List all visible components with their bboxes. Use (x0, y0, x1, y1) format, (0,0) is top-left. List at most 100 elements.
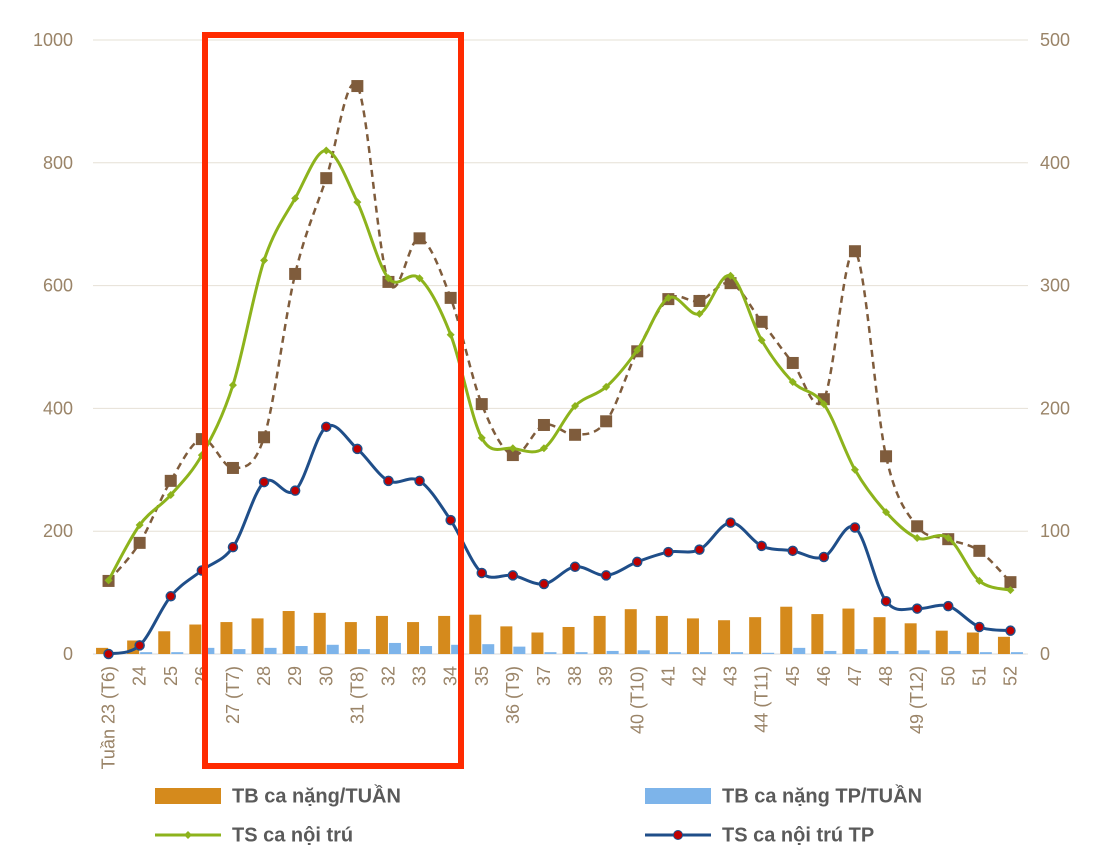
marker (849, 522, 861, 533)
bar (295, 646, 308, 654)
bar (780, 606, 793, 654)
x-tick-label: 35 (472, 666, 492, 686)
y2-tick-label: 200 (1040, 398, 1070, 418)
marker (911, 603, 923, 614)
marker (850, 465, 859, 474)
marker (1006, 586, 1015, 595)
legend-item: TB ca nặng TP/TUẦN (645, 784, 922, 807)
marker (104, 576, 113, 585)
bar (326, 644, 339, 654)
bar (171, 652, 184, 654)
bar (388, 642, 401, 654)
bar (948, 650, 961, 654)
x-tick-label: 52 (1000, 666, 1020, 686)
bar (762, 652, 775, 654)
marker (663, 546, 674, 558)
marker (320, 172, 333, 185)
x-tick-label: 46 (814, 666, 834, 686)
legend-item: TS ca nội trú (155, 824, 353, 846)
marker (477, 433, 486, 442)
marker (882, 508, 891, 517)
legend-label: TS ca nội trú (232, 824, 353, 846)
y-tick-label: 400 (43, 398, 73, 418)
legend-item: TB ca nặng/TUẦN (155, 784, 401, 807)
x-tick-label: 42 (689, 666, 709, 686)
marker (258, 476, 270, 488)
marker (444, 291, 457, 304)
legend-label: TS ca nội trú TP (722, 824, 874, 846)
marker (975, 576, 984, 585)
legend-item: TS ca nội trú TP (645, 824, 874, 846)
bar (699, 652, 712, 654)
marker (258, 431, 271, 444)
marker (819, 400, 828, 409)
marker (352, 443, 363, 455)
bar (624, 609, 637, 654)
marker (476, 567, 487, 579)
y-tick-label: 200 (43, 521, 73, 541)
marker (507, 570, 519, 581)
x-tick-label: 24 (130, 666, 150, 686)
marker (475, 398, 488, 411)
marker (289, 485, 301, 496)
marker (351, 80, 364, 93)
bar (749, 617, 762, 654)
marker (633, 346, 642, 355)
marker (445, 514, 456, 526)
marker (756, 540, 767, 552)
marker (538, 578, 550, 590)
bar (513, 646, 526, 654)
bar (420, 646, 433, 654)
marker (880, 450, 893, 463)
x-tick-label: 32 (378, 666, 398, 686)
bar (407, 622, 420, 654)
marker (539, 444, 548, 453)
line (107, 82, 1012, 584)
bar (469, 614, 482, 654)
y2-tick-label: 500 (1040, 30, 1070, 50)
bar (189, 624, 202, 654)
marker (508, 444, 517, 453)
y2-tick-label: 300 (1040, 276, 1070, 296)
x-tick-label: 51 (969, 666, 989, 686)
bar (233, 649, 246, 654)
y-tick-label: 600 (43, 276, 73, 296)
bar (966, 632, 979, 654)
x-tick-label: 30 (316, 666, 336, 686)
marker (944, 533, 953, 542)
bar (793, 647, 806, 654)
marker (506, 449, 519, 462)
x-tick-label: 26 (192, 666, 212, 686)
x-tick-label: 41 (658, 666, 678, 686)
marker (415, 274, 424, 283)
bar (544, 652, 557, 654)
bar (842, 608, 855, 654)
legend-swatch (645, 788, 711, 804)
bar (873, 617, 886, 654)
bar (917, 650, 930, 654)
bar (935, 630, 948, 654)
bar (375, 615, 388, 654)
marker (880, 595, 892, 607)
marker (413, 232, 426, 245)
marker (693, 294, 706, 307)
legend-swatch (155, 788, 221, 804)
x-tick-label: 40 (T10) (627, 666, 647, 734)
marker (600, 570, 612, 581)
marker (103, 648, 114, 660)
marker (911, 520, 924, 533)
bar (140, 652, 153, 654)
bar (886, 650, 899, 654)
marker (165, 591, 176, 602)
bar (606, 650, 619, 654)
marker (974, 621, 985, 633)
y-tick-label: 800 (43, 153, 73, 173)
y2-tick-label: 0 (1040, 644, 1050, 664)
bar (282, 611, 295, 654)
bar (811, 614, 824, 654)
y-tick-label: 1000 (33, 30, 73, 50)
marker (694, 544, 705, 555)
plot: 0 200 400 600 800 1000 0 100 200 300 400 500 Tuần 23… (33, 30, 1070, 769)
legend-label: TB ca nặng TP/TUẦN (722, 784, 922, 807)
marker (913, 533, 922, 542)
